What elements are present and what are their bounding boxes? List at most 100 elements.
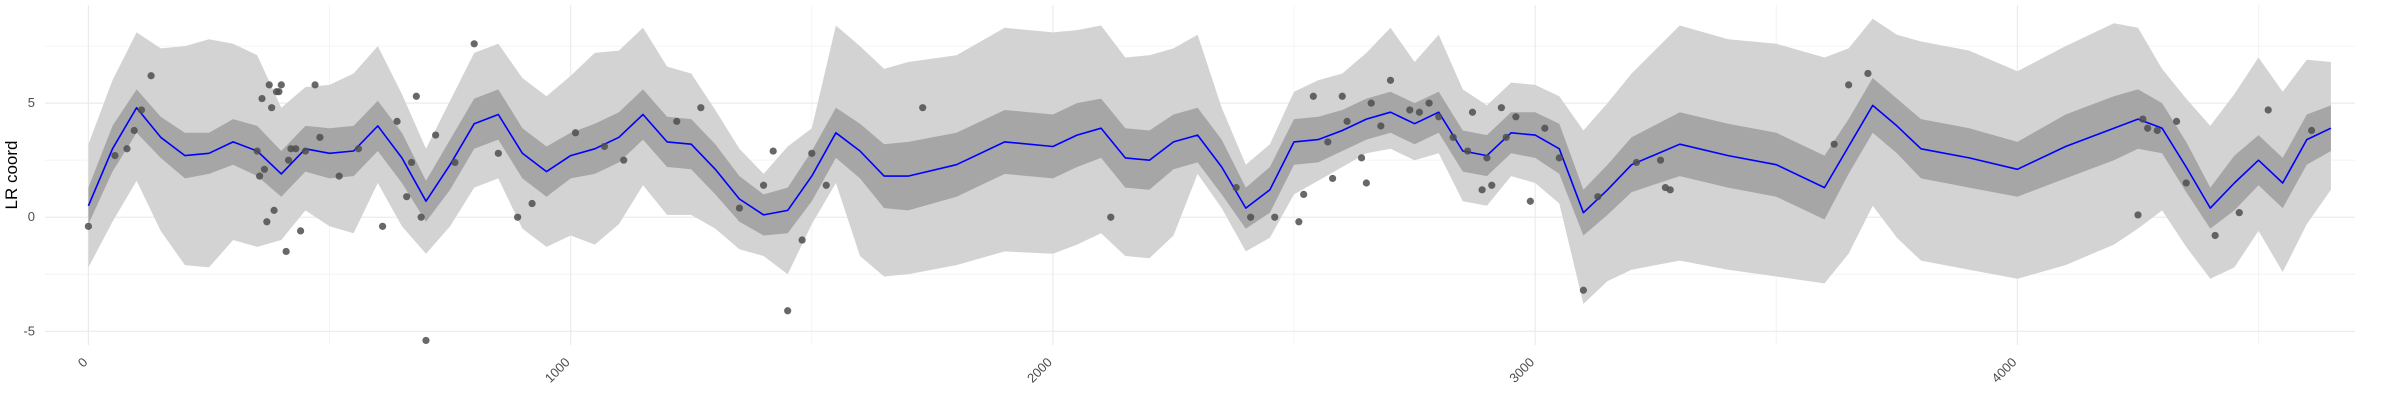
data-point: [260, 165, 269, 173]
data-point: [735, 204, 744, 212]
data-point: [673, 117, 681, 125]
data-point: [422, 336, 430, 345]
data-point: [1502, 133, 1510, 141]
data-point: [1343, 117, 1351, 125]
data-point: [2235, 209, 2243, 217]
data-point: [2172, 117, 2181, 125]
x-tick-label: 4000: [1988, 355, 2019, 386]
data-point: [2264, 106, 2272, 114]
data-point: [403, 193, 411, 201]
data-point: [1247, 213, 1255, 221]
data-point: [1271, 213, 1279, 221]
data-point: [1295, 218, 1303, 226]
data-point: [1512, 113, 1520, 121]
data-point: [1329, 174, 1337, 183]
data-point: [808, 149, 816, 157]
data-point: [528, 199, 536, 208]
data-point: [1309, 92, 1317, 100]
data-point: [620, 156, 628, 164]
data-point: [600, 142, 609, 151]
data-point: [1425, 99, 1433, 107]
y-tick-label: 0: [28, 209, 35, 224]
data-point: [263, 218, 271, 226]
data-point: [451, 158, 459, 167]
data-point: [84, 222, 93, 230]
data-point: [2139, 115, 2147, 123]
data-point: [1449, 133, 1457, 141]
data-point: [256, 172, 264, 180]
y-tick-label: -5: [23, 323, 35, 338]
data-point: [1497, 104, 1506, 112]
data-point: [1656, 156, 1665, 164]
data-point: [1526, 197, 1534, 205]
data-point: [393, 117, 401, 125]
data-point: [1367, 99, 1375, 107]
confidence-bands: [88, 18, 2331, 304]
data-point: [301, 147, 310, 155]
data-point: [432, 131, 440, 139]
x-tick-label: 1000: [542, 355, 573, 386]
data-point: [1830, 140, 1838, 148]
data-point: [147, 72, 155, 80]
data-point: [316, 133, 324, 141]
data-point: [1594, 193, 1602, 201]
data-point: [292, 145, 300, 153]
data-point: [1377, 122, 1385, 130]
data-point: [822, 181, 830, 189]
data-point: [1435, 113, 1443, 121]
data-point: [1488, 181, 1496, 189]
data-point: [2211, 231, 2219, 240]
data-point: [1579, 286, 1587, 294]
data-point: [1357, 154, 1366, 162]
data-point: [470, 40, 478, 48]
data-point: [514, 213, 522, 221]
data-point: [697, 104, 705, 112]
data-point: [1632, 158, 1641, 167]
data-point: [2153, 126, 2161, 135]
x-tick-label: 3000: [1506, 355, 1537, 386]
data-point: [759, 181, 768, 189]
data-point: [784, 307, 792, 315]
y-axis-title: LR coord: [2, 141, 21, 210]
data-point: [919, 104, 927, 112]
data-point: [2307, 126, 2316, 135]
observations: [84, 40, 2316, 345]
data-point: [407, 158, 416, 167]
data-point: [284, 156, 293, 164]
data-point: [1232, 183, 1240, 192]
data-point: [1483, 154, 1491, 162]
data-point: [769, 147, 777, 155]
data-point: [1107, 213, 1115, 221]
x-tick-label: 2000: [1024, 355, 1055, 386]
data-point: [417, 213, 425, 221]
y-tick-label: 5: [28, 95, 35, 110]
data-point: [282, 247, 290, 256]
data-point: [1362, 179, 1370, 187]
data-point: [1300, 190, 1308, 198]
data-point: [1415, 108, 1424, 116]
data-point: [275, 88, 283, 96]
data-point: [268, 104, 276, 112]
mean-line: [87, 104, 2332, 216]
inner-credible-band: [88, 78, 2331, 236]
data-point: [258, 94, 266, 103]
data-point: [1845, 81, 1853, 89]
data-point: [571, 129, 580, 137]
data-point: [2134, 211, 2142, 219]
data-point: [270, 206, 278, 214]
data-point: [2182, 179, 2190, 187]
data-point: [1338, 92, 1346, 100]
data-point: [1464, 147, 1472, 155]
data-point: [335, 172, 343, 180]
data-point: [1666, 186, 1674, 194]
data-point: [1406, 106, 1414, 114]
data-point: [354, 145, 363, 153]
data-point: [123, 145, 131, 153]
data-point: [1555, 154, 1563, 162]
data-point: [1386, 76, 1395, 84]
data-point: [378, 222, 387, 230]
data-point: [412, 92, 420, 100]
data-point: [296, 227, 305, 235]
